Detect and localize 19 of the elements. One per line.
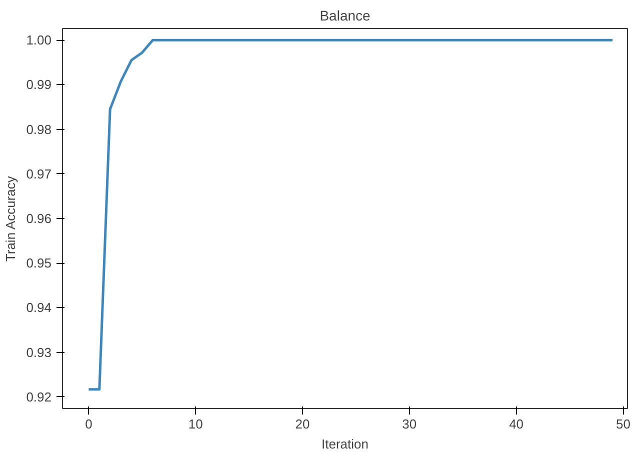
y-tick-label: 0.93 bbox=[26, 344, 52, 360]
y-tick-label: 0.97 bbox=[26, 166, 52, 182]
x-tick-label: 30 bbox=[402, 416, 417, 432]
x-tick-label: 40 bbox=[509, 416, 524, 432]
x-tick-label: 0 bbox=[85, 416, 92, 432]
y-tick-label: 0.92 bbox=[26, 389, 52, 404]
x-tick-label: 20 bbox=[295, 416, 310, 432]
x-tick-label: 50 bbox=[616, 416, 630, 432]
y-tick-label: 0.99 bbox=[26, 77, 52, 92]
line-series bbox=[87, 38, 614, 391]
chart-title: Balance bbox=[320, 8, 371, 24]
y-tick-label: 0.95 bbox=[26, 256, 52, 271]
y-tick-label: 0.96 bbox=[26, 211, 52, 226]
y-axis-title: Train Accuracy bbox=[3, 176, 18, 262]
y-tick-label: 1.00 bbox=[26, 32, 52, 48]
x-tick-label: 10 bbox=[188, 416, 203, 432]
x-axis-title: Iteration bbox=[322, 436, 368, 452]
y-tick-label: 0.98 bbox=[26, 122, 52, 137]
y-tick-label: 0.94 bbox=[26, 300, 52, 316]
